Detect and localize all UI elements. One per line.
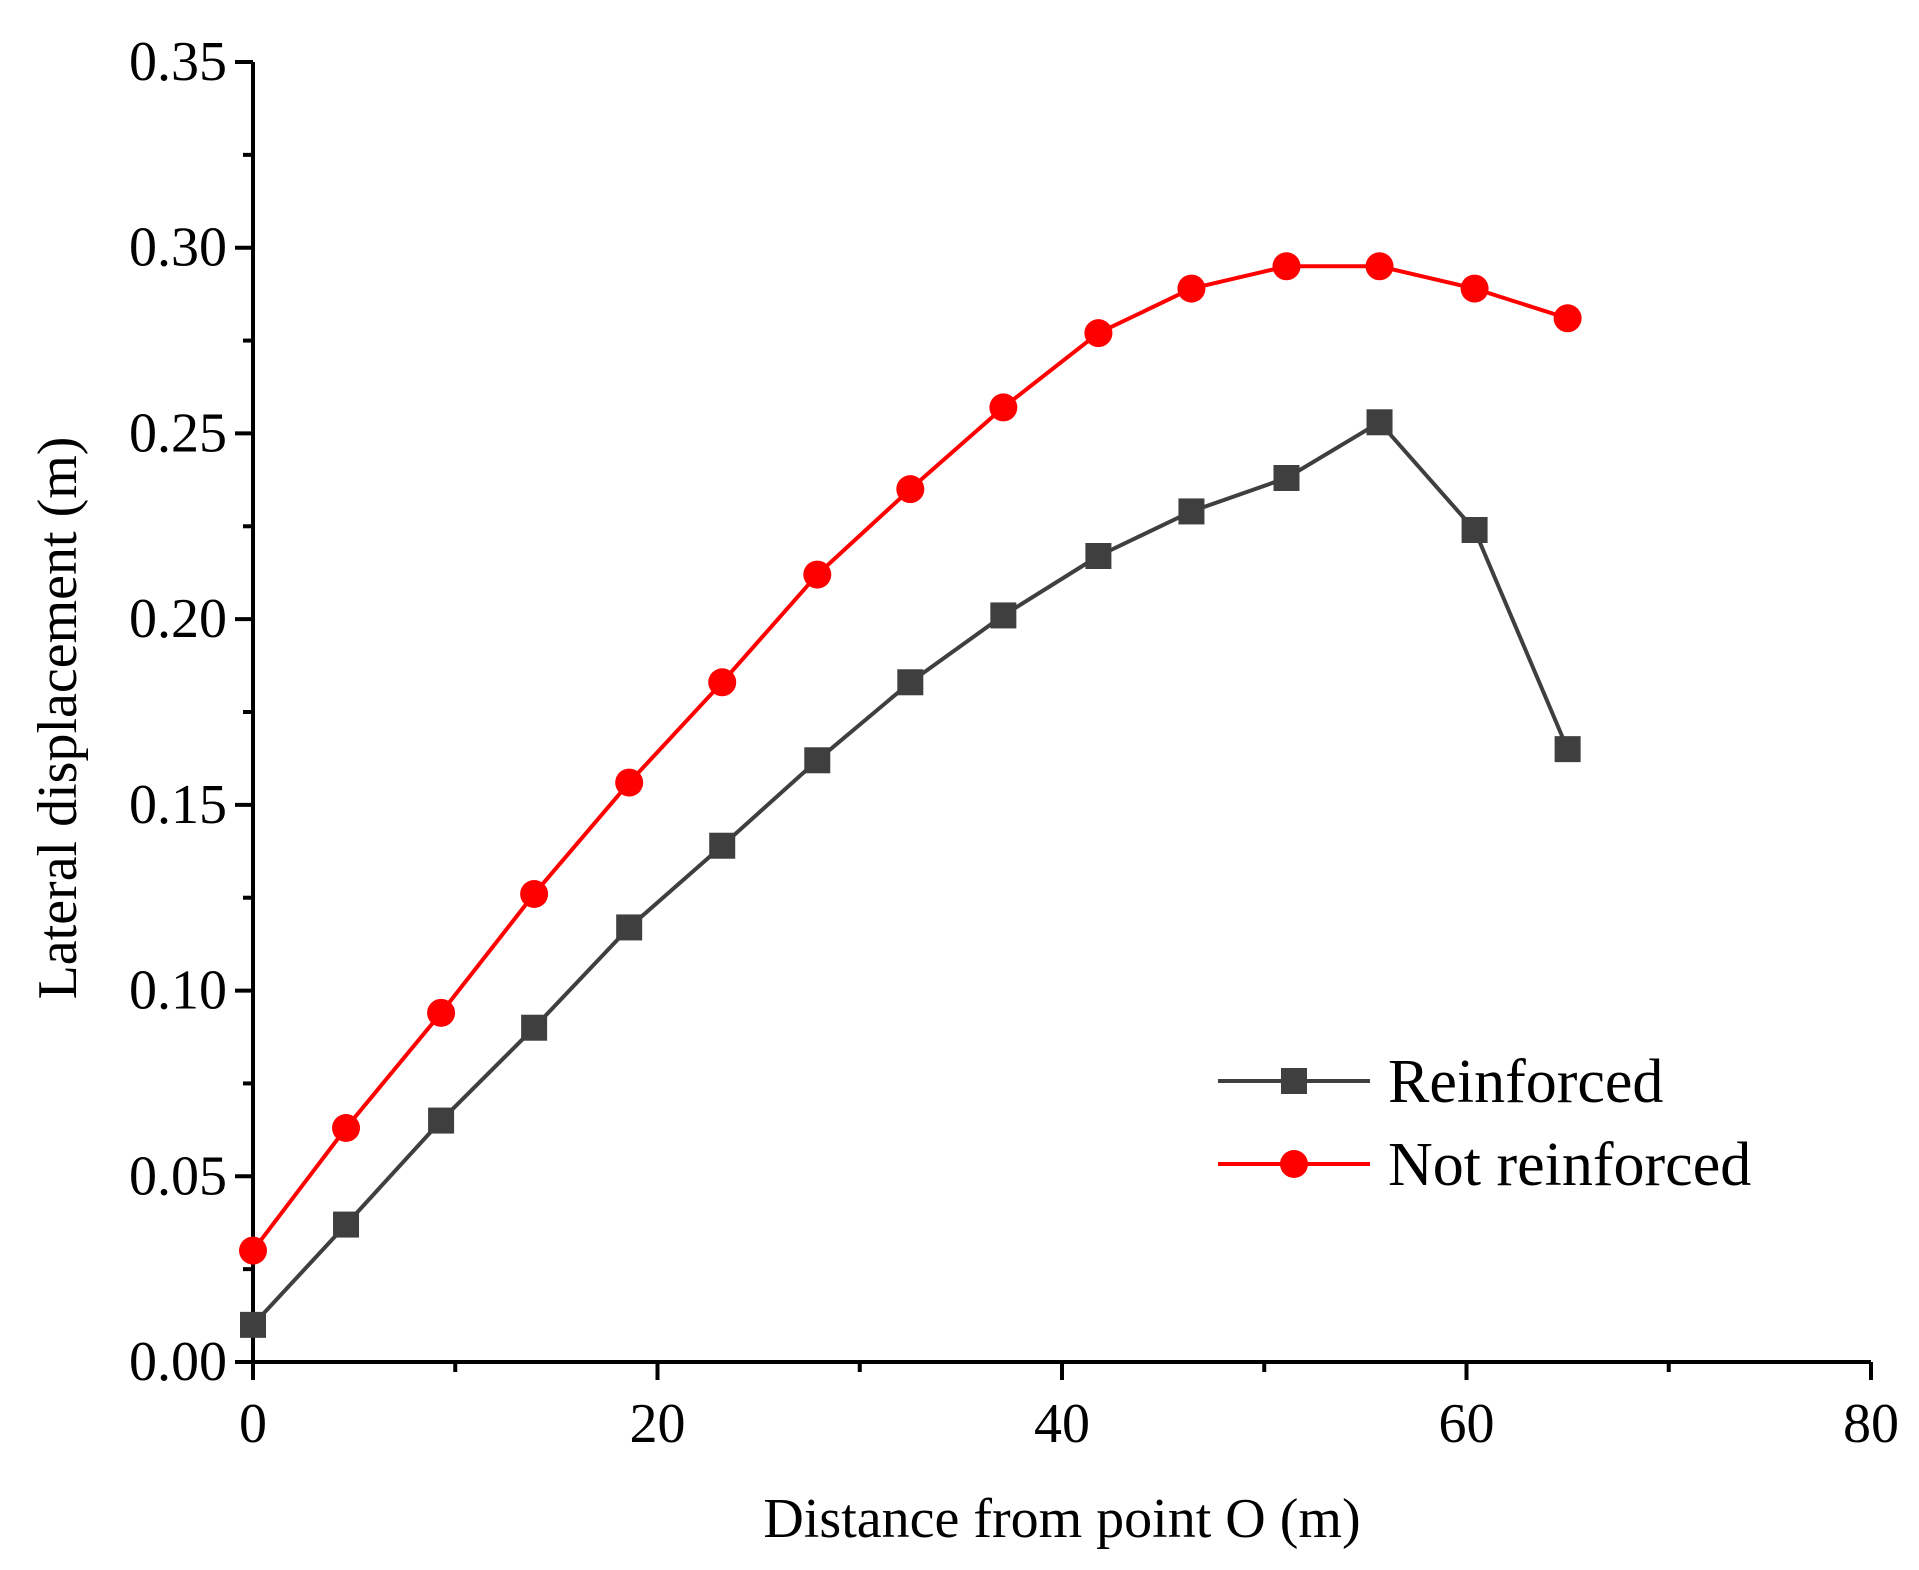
- x-tick-label: 60: [1439, 1393, 1495, 1455]
- legend: Reinforced Not reinforced: [1218, 1048, 1751, 1199]
- data-point: [1273, 465, 1300, 491]
- data-point: [240, 1311, 266, 1338]
- legend-label: Not reinforced: [1388, 1131, 1751, 1199]
- x-tick-label: 40: [1034, 1393, 1090, 1455]
- y-tick-label: 0.20: [129, 588, 227, 650]
- legend-item: Not reinforced: [1218, 1131, 1751, 1199]
- x-tick-label: 80: [1843, 1393, 1899, 1455]
- data-point: [333, 1211, 360, 1238]
- series-layer: [239, 252, 1582, 1338]
- data-point: [1554, 736, 1581, 763]
- series-not-reinforced: [239, 252, 1582, 1265]
- data-point: [1177, 274, 1206, 303]
- data-point: [521, 1014, 548, 1041]
- y-tick-label: 0.10: [129, 960, 227, 1022]
- data-point: [1365, 252, 1394, 281]
- data-point: [1272, 252, 1301, 281]
- data-point: [709, 832, 736, 859]
- data-point: [1366, 409, 1393, 436]
- data-point: [708, 668, 737, 697]
- data-point: [803, 560, 832, 589]
- data-point: [1460, 274, 1489, 303]
- data-point: [615, 768, 644, 797]
- data-point: [428, 1107, 455, 1134]
- legend-label: Reinforced: [1388, 1048, 1663, 1116]
- y-ticks: 0.00 0.05 0.10 0.15 0.20 0.25 0.30 0.35: [129, 31, 253, 1393]
- data-point: [239, 1236, 267, 1265]
- x-ticks: 0 20 40 60 80: [239, 1362, 1899, 1455]
- y-tick-label: 0.35: [129, 31, 227, 93]
- y-tick-label: 0.05: [129, 1145, 227, 1207]
- data-point: [1085, 543, 1112, 569]
- data-point: [990, 602, 1017, 629]
- series-reinforced: [240, 409, 1581, 1338]
- data-point: [520, 880, 549, 908]
- data-point: [1461, 517, 1488, 543]
- legend-marker: [1280, 1150, 1308, 1178]
- legend-item: Reinforced: [1218, 1048, 1663, 1116]
- y-tick-label: 0.15: [129, 774, 227, 836]
- data-point: [427, 998, 456, 1027]
- y-axis-title: Lateral displacement (m): [27, 437, 89, 1000]
- data-point: [1084, 319, 1113, 348]
- data-point: [989, 393, 1018, 422]
- data-point: [897, 669, 924, 696]
- data-point: [1553, 304, 1582, 333]
- data-point: [332, 1114, 361, 1142]
- series-line: [251, 420, 1570, 1327]
- x-tick-label: 0: [239, 1393, 267, 1455]
- x-tick-label: 20: [630, 1393, 686, 1455]
- data-point: [616, 914, 643, 941]
- y-tick-label: 0.00: [129, 1331, 227, 1393]
- y-tick-label: 0.25: [129, 402, 227, 464]
- data-point: [804, 747, 831, 774]
- y-tick-label: 0.30: [129, 217, 227, 279]
- data-point: [896, 475, 925, 504]
- x-axis-title: Distance from point O (m): [763, 1488, 1360, 1550]
- data-point: [1178, 498, 1205, 525]
- legend-marker: [1281, 1068, 1307, 1094]
